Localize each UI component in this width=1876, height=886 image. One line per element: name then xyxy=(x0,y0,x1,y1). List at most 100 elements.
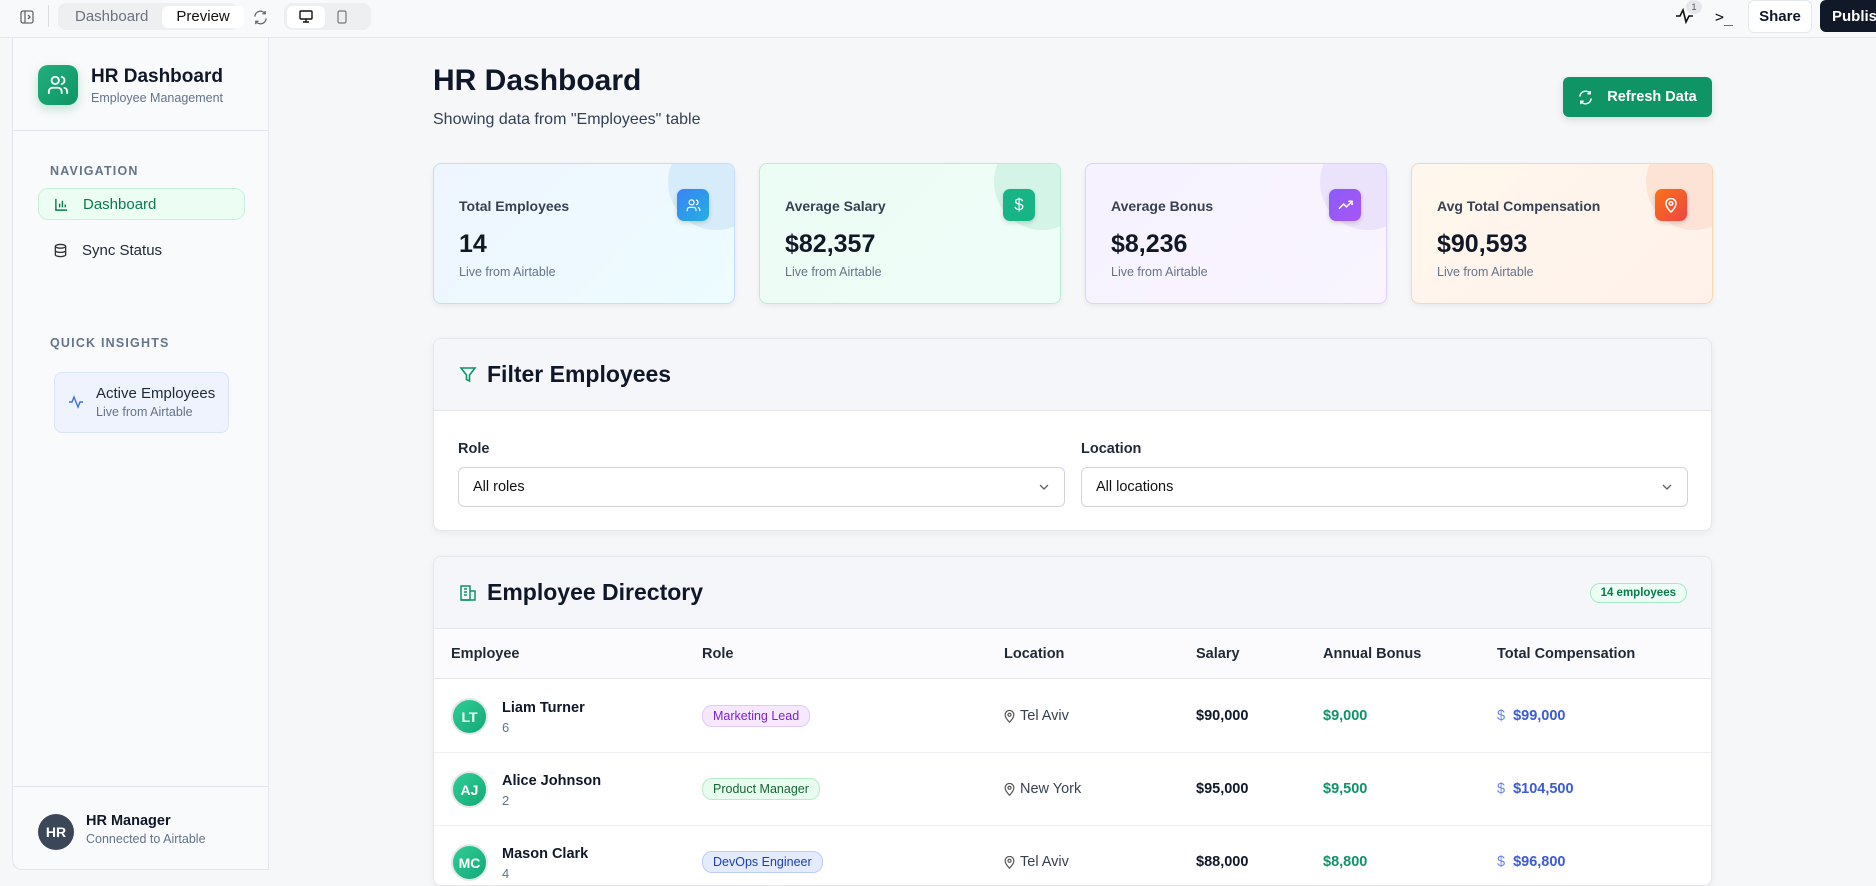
building-icon xyxy=(460,584,476,601)
divider xyxy=(13,130,268,131)
employee-count-badge: 14 employees xyxy=(1589,583,1687,603)
employee-location: Tel Aviv xyxy=(1004,708,1069,724)
stat-label: Avg Total Compensation xyxy=(1437,198,1601,214)
tab-dashboard[interactable]: Dashboard xyxy=(75,8,149,25)
share-button[interactable]: Share xyxy=(1748,0,1812,33)
col-role: Role xyxy=(702,646,734,662)
stat-note: Live from Airtable xyxy=(1437,265,1534,279)
stat-card-average-salary: Average Salary $82,357 Live from Airtabl… xyxy=(759,163,1061,304)
insights-heading: QUICK INSIGHTS xyxy=(50,336,170,350)
employee-bonus: $9,500 xyxy=(1323,781,1368,797)
app-subtitle: Employee Management xyxy=(91,91,224,105)
stat-card-total-employees: Total Employees 14 Live from Airtable xyxy=(433,163,735,304)
insight-subtitle: Live from Airtable xyxy=(96,405,193,419)
total-text: $96,800 xyxy=(1513,854,1566,870)
refresh-icon xyxy=(1579,89,1593,105)
col-salary: Salary xyxy=(1196,646,1240,662)
total-text: $104,500 xyxy=(1513,781,1574,797)
device-toggle xyxy=(284,3,371,30)
employee-name: Liam Turner xyxy=(502,700,585,716)
dollar-icon: $ xyxy=(1497,708,1506,724)
employee-avatar: LT xyxy=(451,698,488,735)
employee-location: New York xyxy=(1004,781,1081,797)
table-row[interactable]: AJ Alice Johnson 2 Product Manager New Y… xyxy=(434,753,1711,826)
employee-name: Mason Clark xyxy=(502,846,589,862)
stat-label: Average Bonus xyxy=(1111,198,1214,214)
sidebar-item-dashboard[interactable]: Dashboard xyxy=(38,188,245,220)
total-text: $99,000 xyxy=(1513,708,1566,724)
stat-card-avg-total-compensation: Avg Total Compensation $90,593 Live from… xyxy=(1411,163,1713,304)
trending-up-icon xyxy=(1329,189,1361,221)
filter-icon xyxy=(459,366,477,382)
col-total-compensation: Total Compensation xyxy=(1497,646,1636,662)
table-row[interactable]: LT Liam Turner 6 Marketing Lead Tel Aviv… xyxy=(434,680,1711,753)
map-pin-icon xyxy=(1004,709,1015,723)
employee-salary: $95,000 xyxy=(1196,781,1249,797)
filter-panel: Filter Employees Role All roles Location… xyxy=(433,338,1712,531)
refresh-data-button[interactable]: Refresh Data xyxy=(1563,77,1712,117)
database-icon xyxy=(54,243,67,257)
map-pin-icon xyxy=(1004,855,1015,869)
role-select[interactable]: All roles xyxy=(458,467,1065,507)
employee-id: 4 xyxy=(502,866,510,881)
table-row[interactable]: MC Mason Clark 4 DevOps Engineer Tel Avi… xyxy=(434,826,1711,885)
role-badge: DevOps Engineer xyxy=(702,851,823,873)
sidebar: HR Dashboard Employee Management NAVIGAT… xyxy=(12,38,269,870)
employee-bonus: $8,800 xyxy=(1323,854,1368,870)
location-text: Tel Aviv xyxy=(1020,708,1069,724)
activity-icon[interactable] xyxy=(1674,6,1696,26)
stat-label: Average Salary xyxy=(785,198,886,214)
table-header: Employee Role Location Salary Annual Bon… xyxy=(434,629,1711,679)
employee-total: $ $99,000 xyxy=(1497,708,1566,724)
employee-salary: $88,000 xyxy=(1196,854,1249,870)
activity-count-badge: 1 xyxy=(1686,0,1702,14)
stat-value: $90,593 xyxy=(1437,230,1528,258)
user-status: Connected to Airtable xyxy=(86,832,206,846)
directory-title: Employee Directory xyxy=(487,579,704,605)
stat-value: $8,236 xyxy=(1111,230,1188,258)
employee-directory-panel: Employee Directory 14 employees Employee… xyxy=(433,556,1712,886)
stat-card-average-bonus: Average Bonus $8,236 Live from Airtable xyxy=(1085,163,1387,304)
desktop-icon[interactable] xyxy=(287,5,325,28)
insight-active-employees[interactable]: Active Employees Live from Airtable xyxy=(54,372,229,433)
employee-id: 2 xyxy=(502,793,510,808)
employee-salary: $90,000 xyxy=(1196,708,1249,724)
insight-title: Active Employees xyxy=(96,385,216,402)
employee-name: Alice Johnson xyxy=(502,773,602,789)
location-select[interactable]: All locations xyxy=(1081,467,1688,507)
location-text: New York xyxy=(1020,781,1082,797)
col-employee: Employee xyxy=(451,646,520,662)
sidebar-item-sync-status[interactable]: Sync Status xyxy=(38,234,245,266)
top-bar: Dashboard Preview 1 >_ Share Publish xyxy=(0,0,1876,38)
terminal-icon[interactable]: >_ xyxy=(1714,8,1734,26)
activity-icon xyxy=(69,395,83,409)
refresh-icon[interactable] xyxy=(250,7,270,27)
users-logo-icon xyxy=(38,65,78,105)
mobile-icon[interactable] xyxy=(325,6,359,28)
role-value: All roles xyxy=(473,479,525,495)
page-subtitle: Showing data from "Employees" table xyxy=(433,111,701,128)
nav-label: Dashboard xyxy=(83,195,157,213)
stat-note: Live from Airtable xyxy=(459,265,556,279)
nav-heading: NAVIGATION xyxy=(50,164,139,178)
sidebar-toggle-icon[interactable] xyxy=(18,8,36,26)
stat-note: Live from Airtable xyxy=(1111,265,1208,279)
bar-chart-icon xyxy=(55,198,68,211)
publish-button[interactable]: Publish xyxy=(1820,0,1876,32)
divider xyxy=(48,5,49,27)
page-title: HR Dashboard xyxy=(433,64,642,97)
user-avatar: HR xyxy=(38,814,74,850)
employee-id: 6 xyxy=(502,720,510,735)
employee-total: $ $96,800 xyxy=(1497,854,1566,870)
refresh-label: Refresh Data xyxy=(1607,89,1697,105)
filter-header: Filter Employees xyxy=(434,339,1711,411)
employee-location: Tel Aviv xyxy=(1004,854,1069,870)
role-badge: Marketing Lead xyxy=(702,705,811,727)
users-icon xyxy=(677,189,709,221)
role-badge: Product Manager xyxy=(702,778,820,800)
tab-preview[interactable]: Preview xyxy=(162,5,244,28)
chevron-down-icon xyxy=(1662,484,1672,490)
stat-value: 14 xyxy=(459,230,487,258)
dollar-icon: $ xyxy=(1497,854,1506,870)
location-value: All locations xyxy=(1096,479,1174,495)
